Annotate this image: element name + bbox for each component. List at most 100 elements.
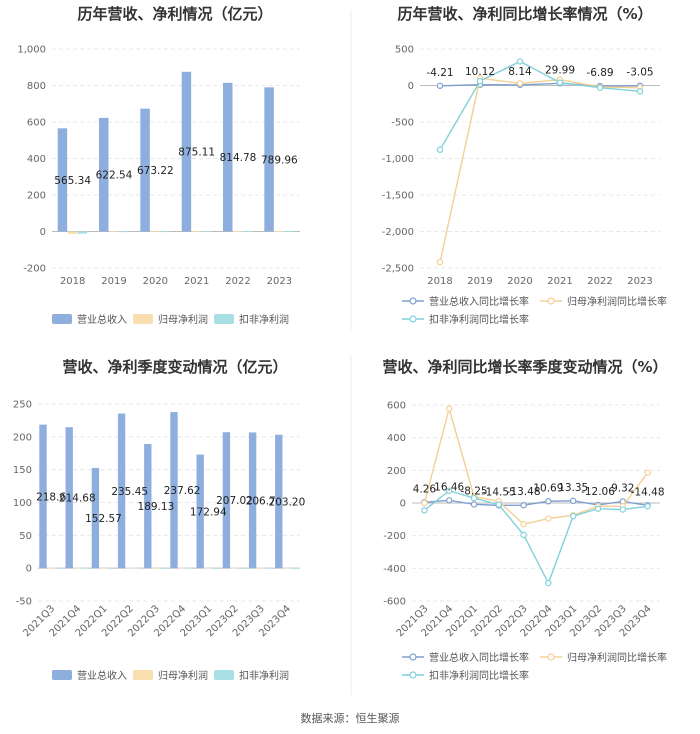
legend-label: 扣非净利润同比增长率 (429, 313, 529, 326)
legend-marker (409, 671, 417, 679)
data-label: 235.45 (111, 486, 148, 498)
legend-marker (547, 297, 555, 305)
y-tick-label: 200 (387, 466, 406, 477)
data-point (520, 521, 527, 528)
y-tick-label: 400 (27, 154, 46, 165)
data-label: 207.02 (216, 495, 253, 507)
legend-label: 营业总收入同比增长率 (429, 651, 529, 664)
series-line (439, 77, 641, 263)
data-point (570, 497, 577, 505)
bar-revenue (248, 432, 257, 569)
annual-growth-rate-chart: 历年营收、净利同比增长率情况（%） -2,500 -2,000 -1,500 -1,00… (382, 5, 667, 326)
data-label: 875.11 (178, 147, 215, 159)
y-tick-label: -600 (383, 597, 406, 608)
bar-net-profit (233, 231, 243, 232)
x-tick-label: 2020 (143, 276, 168, 287)
bar-revenue (181, 71, 192, 232)
data-point (446, 487, 453, 494)
y-tick-label: -1,000 (382, 154, 414, 165)
bar-revenue (39, 424, 47, 569)
x-tick-label: 2022 (587, 276, 612, 287)
bar-revenue (57, 128, 68, 232)
bar-revenue (144, 443, 152, 569)
data-label: 789.96 (261, 154, 298, 166)
y-tick-label: 250 (13, 400, 32, 411)
legend-label: 营业总收入 (77, 669, 127, 682)
data-label: 9.32 (611, 482, 634, 494)
series-line (439, 60, 641, 151)
y-tick-label: 1,000 (17, 45, 46, 56)
bar-net-profit (274, 231, 284, 232)
legend-marker (409, 315, 417, 323)
bar-net-profit (204, 567, 212, 569)
data-label: 237.62 (164, 485, 201, 497)
data-label: 29.99 (545, 64, 575, 76)
data-label: 152.57 (85, 513, 122, 525)
data-label: 8.14 (508, 66, 532, 78)
x-tick-label: 2021 (184, 276, 209, 287)
legend-swatch (52, 314, 72, 324)
data-point (556, 79, 564, 86)
data-point (636, 88, 644, 95)
quarterly-revenue-profit-chart: 营收、净利季度变动情况（亿元）-500501001502002502021Q32… (13, 358, 305, 682)
legend-label: 归母净利润同比增长率 (567, 295, 667, 308)
chart-title: 历年营收、净利情况（亿元） (77, 5, 272, 23)
x-tick-label: 2018 (60, 276, 85, 287)
data-label: 4.26 (413, 483, 437, 495)
legend-swatch (133, 670, 153, 680)
y-tick-label: -200 (383, 531, 406, 542)
bar-net-profit (151, 567, 160, 569)
data-point (421, 499, 428, 507)
data-point (545, 515, 552, 522)
data-label: 172.94 (190, 506, 227, 518)
y-tick-label: 0 (408, 81, 414, 92)
data-point (476, 77, 484, 85)
series-line (423, 405, 649, 525)
bar-deducted-net-profit (160, 231, 170, 233)
y-tick-label: 0 (40, 227, 46, 238)
data-label: 189.13 (138, 501, 175, 513)
x-tick-label: 2018 (427, 276, 452, 287)
data-point (619, 506, 627, 513)
y-tick-label: -500 (391, 118, 414, 129)
bar-deducted-net-profit (264, 567, 272, 569)
legend-label: 扣非净利润 (239, 313, 289, 326)
bar-deducted-net-profit (81, 567, 89, 569)
bar-net-profit (230, 567, 238, 569)
y-tick-label: -1,500 (382, 191, 414, 202)
data-source-note: 数据来源：恒生聚源 (301, 711, 400, 725)
legend-label: 扣非净利润 (239, 669, 289, 682)
bar-net-profit (125, 567, 134, 569)
bar-net-profit (47, 567, 55, 569)
x-tick-label: 2023 (627, 276, 652, 287)
bar-deducted-net-profit (119, 231, 129, 233)
x-tick-label: 2019 (467, 276, 492, 287)
data-point (446, 405, 453, 412)
bar-net-profit (109, 231, 119, 233)
legend-label: 归母净利润 (158, 669, 208, 682)
bar-revenue (275, 434, 283, 569)
data-point (436, 258, 444, 266)
data-point (644, 503, 651, 510)
data-label: -14.48 (631, 486, 665, 498)
legend-label: 扣非净利润同比增长率 (429, 669, 529, 682)
bar-revenue (117, 413, 126, 569)
y-tick-label: -50 (16, 597, 32, 608)
bar-net-profit (73, 567, 81, 569)
bar-revenue (264, 87, 274, 232)
data-point (516, 58, 524, 65)
y-tick-label: 600 (27, 118, 46, 129)
x-tick-label: 2022 (225, 276, 250, 287)
data-point (644, 469, 651, 476)
data-point (421, 507, 428, 514)
bar-deducted-net-profit (201, 231, 212, 233)
legend-marker (409, 297, 417, 305)
bar-revenue (99, 117, 109, 232)
bar-revenue (196, 454, 204, 569)
bar-deducted-net-profit (77, 231, 88, 234)
bar-net-profit (150, 231, 160, 233)
x-tick-label: 2021 (547, 276, 572, 287)
series-line (439, 82, 641, 87)
legend-marker (547, 653, 555, 661)
